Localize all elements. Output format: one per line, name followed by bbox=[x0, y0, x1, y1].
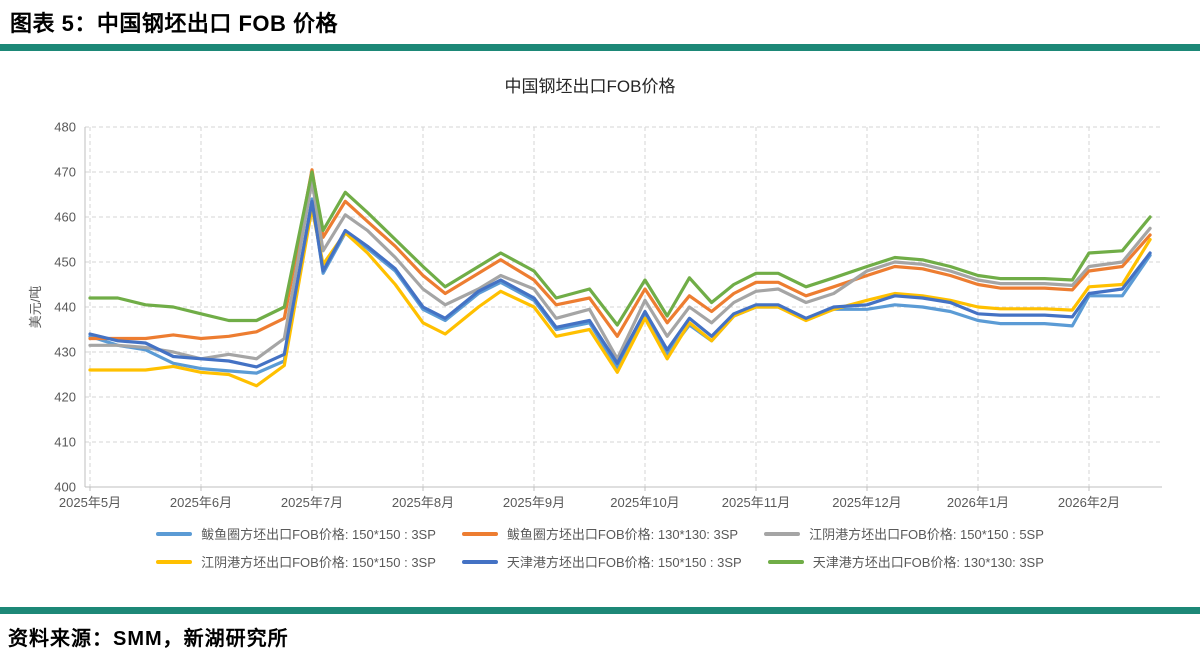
series-line-0 bbox=[88, 197, 1152, 375]
x-tick-label: 2026年2月 bbox=[1058, 495, 1120, 510]
axes bbox=[84, 127, 1162, 491]
chart-title: 中国钢坯出口FOB价格 bbox=[505, 77, 676, 96]
bottom-divider-bar bbox=[0, 607, 1200, 614]
legend-swatch bbox=[461, 559, 498, 564]
x-tick-label: 2025年8月 bbox=[392, 495, 454, 510]
legend-label: 鲅鱼圈方坯出口FOB价格: 150*150 : 3SP bbox=[201, 527, 436, 542]
legend-item: 鲅鱼圈方坯出口FOB价格: 130*130: 3SP bbox=[461, 524, 739, 543]
axis-tick-labels: 400 410 420 430 440 450 460 470 480 2025年5月 2025年6… bbox=[54, 120, 1120, 511]
y-tick-label: 460 bbox=[54, 210, 76, 225]
legend-label: 江阴港方坯出口FOB价格: 150*150 : 5SP bbox=[809, 527, 1044, 542]
x-tick-label: 2025年11月 bbox=[722, 495, 790, 510]
legend-swatch bbox=[461, 531, 498, 536]
fob-price-line-chart: 400 410 420 430 440 450 460 470 480 2025年5月 2025年6… bbox=[28, 77, 1162, 511]
series-line-1 bbox=[88, 168, 1152, 341]
top-divider-bar bbox=[0, 44, 1200, 51]
series-line-4 bbox=[88, 199, 1152, 369]
y-tick-label: 420 bbox=[54, 390, 76, 405]
x-tick-label: 2026年1月 bbox=[947, 495, 1009, 510]
x-tick-label: 2025年9月 bbox=[503, 495, 565, 510]
legend-item: 天津港方坯出口FOB价格: 130*130: 3SP bbox=[767, 552, 1044, 571]
y-tick-label: 410 bbox=[54, 435, 76, 450]
legend-swatch bbox=[764, 531, 801, 536]
legend-label: 江阴港方坯出口FOB价格: 150*150 : 3SP bbox=[201, 555, 436, 570]
legend-swatch bbox=[156, 531, 193, 536]
legend-swatch bbox=[767, 559, 804, 564]
legend-item: 江阴港方坯出口FOB价格: 150*150 : 5SP bbox=[764, 524, 1044, 543]
series-line-3 bbox=[88, 206, 1152, 388]
x-tick-label: 2025年12月 bbox=[832, 495, 901, 510]
legend-label: 天津港方坯出口FOB价格: 130*130: 3SP bbox=[812, 555, 1044, 570]
y-tick-label: 470 bbox=[54, 165, 76, 180]
legend-label: 天津港方坯出口FOB价格: 150*150 : 3SP bbox=[506, 555, 742, 570]
x-tick-label: 2025年6月 bbox=[170, 495, 232, 510]
legend-swatch bbox=[156, 559, 193, 564]
gridlines bbox=[85, 126, 1162, 487]
legend-row-1: 鲅鱼圈方坯出口FOB价格: 150*150 : 3SP 鲅鱼圈方坯出口FOB价格:… bbox=[0, 524, 1200, 543]
y-tick-label: 400 bbox=[54, 480, 76, 495]
legend-label: 鲅鱼圈方坯出口FOB价格: 130*130: 3SP bbox=[506, 527, 739, 542]
y-tick-label: 440 bbox=[54, 300, 76, 315]
x-tick-label: 2025年5月 bbox=[59, 495, 121, 510]
report-figure-title: 图表 5：中国钢坯出口 FOB 价格 bbox=[10, 11, 339, 36]
series-line-2 bbox=[88, 179, 1152, 361]
y-axis-title: 美元/吨 bbox=[28, 286, 43, 329]
y-tick-label: 450 bbox=[54, 255, 76, 270]
series-lines bbox=[88, 168, 1152, 388]
x-tick-label: 2025年10月 bbox=[610, 495, 679, 510]
legend-row-2: 江阴港方坯出口FOB价格: 150*150 : 3SP 天津港方坯出口FOB价格:… bbox=[0, 552, 1200, 571]
legend-item: 江阴港方坯出口FOB价格: 150*150 : 3SP bbox=[156, 552, 436, 571]
series-line-5 bbox=[88, 170, 1152, 327]
data-source-note: 资料来源：SMM，新湖研究所 bbox=[8, 628, 289, 650]
y-tick-label: 430 bbox=[54, 345, 76, 360]
x-tick-label: 2025年7月 bbox=[281, 495, 343, 510]
y-tick-label: 480 bbox=[54, 120, 76, 135]
legend-item: 鲅鱼圈方坯出口FOB价格: 150*150 : 3SP bbox=[156, 524, 436, 543]
legend-item: 天津港方坯出口FOB价格: 150*150 : 3SP bbox=[461, 552, 742, 571]
